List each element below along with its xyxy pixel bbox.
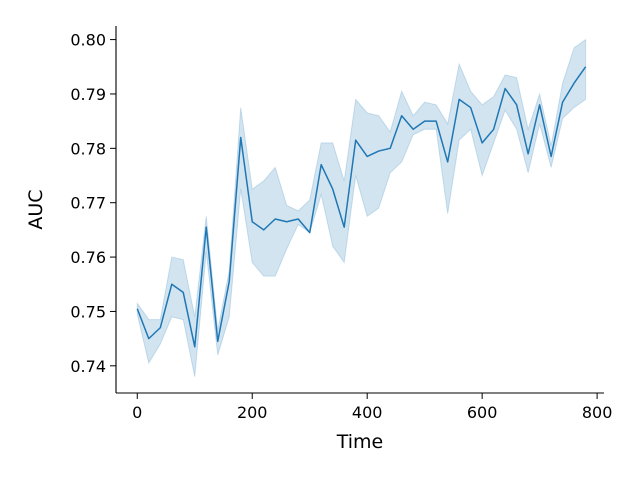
- x-axis-label: Time: [336, 431, 384, 453]
- series-line-layer: [136, 66, 587, 348]
- y-tick-label: 0.79: [70, 85, 106, 104]
- y-tick-label: 0.76: [70, 248, 106, 267]
- y-tick-label: 0.74: [70, 357, 106, 376]
- x-tick-label: 800: [582, 403, 613, 422]
- series-line: [136, 66, 587, 348]
- x-tick-label: 400: [352, 403, 383, 422]
- x-tick-label: 0: [132, 403, 142, 422]
- y-tick-label: 0.80: [70, 31, 106, 50]
- x-tick-label: 200: [237, 403, 268, 422]
- confidence-band: [136, 38, 587, 377]
- y-axis-ticks: 0.74 0.75 0.76 0.77 0.78 0.79 0.80: [70, 31, 116, 376]
- y-tick-label: 0.78: [70, 139, 106, 158]
- confidence-band-layer: [136, 38, 587, 377]
- y-axis-label: AUC: [25, 189, 47, 229]
- y-tick-label: 0.75: [70, 302, 106, 321]
- y-tick-label: 0.77: [70, 194, 106, 213]
- x-axis-ticks: 0 200 400 600 800: [132, 393, 612, 422]
- x-tick-label: 600: [467, 403, 498, 422]
